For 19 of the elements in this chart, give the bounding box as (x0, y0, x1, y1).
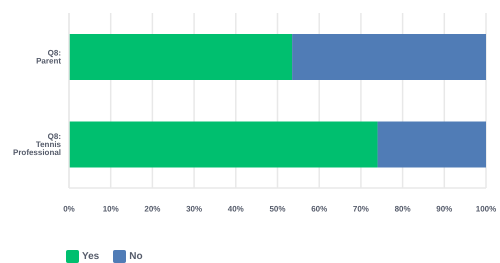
x-tick-label: 40% (228, 204, 244, 214)
bar (292, 34, 486, 80)
x-tick-label: 20% (144, 204, 160, 214)
x-tick-label: 100% (476, 204, 496, 214)
x-tick-label: 70% (352, 204, 369, 214)
x-tick-label: 30% (186, 204, 202, 214)
bar (69, 34, 292, 80)
y-tick-label: Q8: Tennis Professional (12, 132, 62, 158)
y-tick-label: Q8: Parent (36, 48, 62, 66)
x-tick-label: 60% (311, 204, 328, 214)
bar (378, 122, 486, 168)
x-tick-label: 90% (436, 204, 452, 214)
legend-label: No (128, 250, 143, 263)
x-tick-label: 0% (63, 204, 75, 214)
x-tick-label: 10% (102, 204, 119, 214)
x-tick-label: 80% (394, 204, 411, 214)
x-tick-label: 50% (269, 204, 286, 214)
legend-label: Yes (81, 250, 100, 263)
bar (69, 122, 378, 168)
